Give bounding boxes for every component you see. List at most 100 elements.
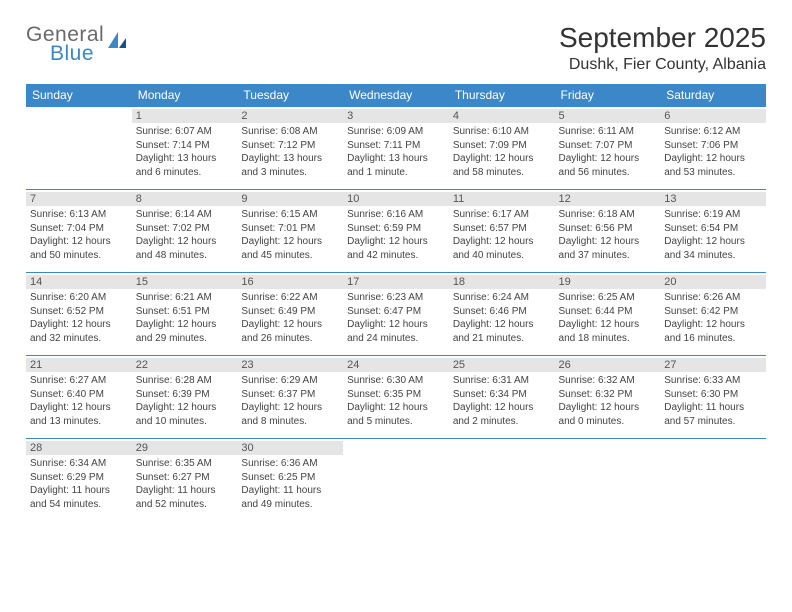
day-cell: 13 Sunrise: 6:19 AMSunset: 6:54 PMDayligh… [660,189,766,268]
day-cell [660,438,766,517]
day-info: Sunrise: 6:10 AMSunset: 7:09 PMDaylight:… [453,125,551,179]
day-cell: 28Sunrise: 6:34 AMSunset: 6:29 PMDayligh… [26,438,132,517]
day-number: 1 [132,109,238,123]
day-info: Sunrise: 6:36 AMSunset: 6:25 PMDaylight:… [241,457,339,511]
day-cell: 4 Sunrise: 6:10 AMSunset: 7:09 PMDaylight… [449,106,555,185]
day-info: Sunrise: 6:12 AMSunset: 7:06 PMDaylight:… [664,125,762,179]
calendar-body: 1 Sunrise: 6:07 AMSunset: 7:14 PMDaylight… [26,106,766,517]
day-header-row: Sunday Monday Tuesday Wednesday Thursday… [26,84,766,106]
day-cell [26,106,132,185]
day-cell: 9 Sunrise: 6:15 AMSunset: 7:01 PMDaylight… [237,189,343,268]
day-number: 25 [449,358,555,372]
day-header: Thursday [449,84,555,106]
calendar-page: General Blue September 2025 Dushk, Fier … [0,0,792,517]
day-cell: 3 Sunrise: 6:09 AMSunset: 7:11 PMDaylight… [343,106,449,185]
day-info: Sunrise: 6:29 AMSunset: 6:37 PMDaylight:… [241,374,339,428]
day-info: Sunrise: 6:23 AMSunset: 6:47 PMDaylight:… [347,291,445,345]
day-number: 16 [237,275,343,289]
day-number: 13 [660,192,766,206]
day-cell: 14 Sunrise: 6:20 AMSunset: 6:52 PMDayligh… [26,272,132,351]
day-cell: 19 Sunrise: 6:25 AMSunset: 6:44 PMDayligh… [555,272,661,351]
day-number: 2 [237,109,343,123]
day-info: Sunrise: 6:11 AMSunset: 7:07 PMDaylight:… [559,125,657,179]
day-cell: 5 Sunrise: 6:11 AMSunset: 7:07 PMDaylight… [555,106,661,185]
week-row: 1 Sunrise: 6:07 AMSunset: 7:14 PMDaylight… [26,106,766,185]
day-info: Sunrise: 6:31 AMSunset: 6:34 PMDaylight:… [453,374,551,428]
day-cell: 17 Sunrise: 6:23 AMSunset: 6:47 PMDayligh… [343,272,449,351]
day-cell: 18 Sunrise: 6:24 AMSunset: 6:46 PMDayligh… [449,272,555,351]
month-title: September 2025 [559,22,766,54]
day-number: 7 [26,192,132,206]
day-info: Sunrise: 6:28 AMSunset: 6:39 PMDaylight:… [136,374,234,428]
day-number: 23 [237,358,343,372]
week-row: 7 Sunrise: 6:13 AMSunset: 7:04 PMDaylight… [26,189,766,268]
location: Dushk, Fier County, Albania [559,56,766,74]
day-number: 12 [555,192,661,206]
day-header: Sunday [26,84,132,106]
day-number: 11 [449,192,555,206]
brand-line2: Blue [50,43,104,64]
day-cell: 8 Sunrise: 6:14 AMSunset: 7:02 PMDaylight… [132,189,238,268]
sail-icon [106,30,128,57]
day-info: Sunrise: 6:15 AMSunset: 7:01 PMDaylight:… [241,208,339,262]
week-row: 28Sunrise: 6:34 AMSunset: 6:29 PMDayligh… [26,438,766,517]
day-number: 26 [555,358,661,372]
day-cell: 16 Sunrise: 6:22 AMSunset: 6:49 PMDayligh… [237,272,343,351]
day-number: 27 [660,358,766,372]
day-number: 10 [343,192,449,206]
day-cell: 26 Sunrise: 6:32 AMSunset: 6:32 PMDayligh… [555,355,661,434]
day-info: Sunrise: 6:26 AMSunset: 6:42 PMDaylight:… [664,291,762,345]
day-cell: 25 Sunrise: 6:31 AMSunset: 6:34 PMDayligh… [449,355,555,434]
day-cell: 15Sunrise: 6:21 AMSunset: 6:51 PMDayligh… [132,272,238,351]
day-cell: 27 Sunrise: 6:33 AMSunset: 6:30 PMDayligh… [660,355,766,434]
day-number: 18 [449,275,555,289]
day-cell: 24Sunrise: 6:30 AMSunset: 6:35 PMDayligh… [343,355,449,434]
day-header: Monday [132,84,238,106]
week-row: 21Sunrise: 6:27 AMSunset: 6:40 PMDayligh… [26,355,766,434]
brand-logo: General Blue [26,24,128,64]
day-cell: 12 Sunrise: 6:18 AMSunset: 6:56 PMDayligh… [555,189,661,268]
day-header: Wednesday [343,84,449,106]
header: General Blue September 2025 Dushk, Fier … [26,22,766,74]
day-info: Sunrise: 6:14 AMSunset: 7:02 PMDaylight:… [136,208,234,262]
day-info: Sunrise: 6:34 AMSunset: 6:29 PMDaylight:… [30,457,128,511]
day-info: Sunrise: 6:09 AMSunset: 7:11 PMDaylight:… [347,125,445,179]
day-info: Sunrise: 6:33 AMSunset: 6:30 PMDaylight:… [664,374,762,428]
day-number: 5 [555,109,661,123]
day-number: 19 [555,275,661,289]
day-info: Sunrise: 6:07 AMSunset: 7:14 PMDaylight:… [136,125,234,179]
day-number: 17 [343,275,449,289]
day-number: 21 [26,358,132,372]
day-info: Sunrise: 6:24 AMSunset: 6:46 PMDaylight:… [453,291,551,345]
title-block: September 2025 Dushk, Fier County, Alban… [559,22,766,74]
day-info: Sunrise: 6:22 AMSunset: 6:49 PMDaylight:… [241,291,339,345]
day-cell [555,438,661,517]
day-cell [449,438,555,517]
day-cell: 1 Sunrise: 6:07 AMSunset: 7:14 PMDaylight… [132,106,238,185]
day-cell: 30Sunrise: 6:36 AMSunset: 6:25 PMDayligh… [237,438,343,517]
day-info: Sunrise: 6:35 AMSunset: 6:27 PMDaylight:… [136,457,234,511]
day-info: Sunrise: 6:19 AMSunset: 6:54 PMDaylight:… [664,208,762,262]
day-number: 14 [26,275,132,289]
day-number: 8 [132,192,238,206]
day-cell [343,438,449,517]
day-info: Sunrise: 6:30 AMSunset: 6:35 PMDaylight:… [347,374,445,428]
day-info: Sunrise: 6:32 AMSunset: 6:32 PMDaylight:… [559,374,657,428]
day-cell: 6 Sunrise: 6:12 AMSunset: 7:06 PMDaylight… [660,106,766,185]
day-number: 4 [449,109,555,123]
day-number: 9 [237,192,343,206]
calendar-table: Sunday Monday Tuesday Wednesday Thursday… [26,84,766,517]
day-number: 20 [660,275,766,289]
day-cell: 21Sunrise: 6:27 AMSunset: 6:40 PMDayligh… [26,355,132,434]
day-cell: 22Sunrise: 6:28 AMSunset: 6:39 PMDayligh… [132,355,238,434]
day-cell: 20 Sunrise: 6:26 AMSunset: 6:42 PMDayligh… [660,272,766,351]
day-cell: 7 Sunrise: 6:13 AMSunset: 7:04 PMDaylight… [26,189,132,268]
day-info: Sunrise: 6:20 AMSunset: 6:52 PMDaylight:… [30,291,128,345]
day-number: 6 [660,109,766,123]
day-number: 3 [343,109,449,123]
day-info: Sunrise: 6:08 AMSunset: 7:12 PMDaylight:… [241,125,339,179]
day-info: Sunrise: 6:18 AMSunset: 6:56 PMDaylight:… [559,208,657,262]
day-info: Sunrise: 6:25 AMSunset: 6:44 PMDaylight:… [559,291,657,345]
day-info: Sunrise: 6:13 AMSunset: 7:04 PMDaylight:… [30,208,128,262]
day-cell: 23 Sunrise: 6:29 AMSunset: 6:37 PMDayligh… [237,355,343,434]
